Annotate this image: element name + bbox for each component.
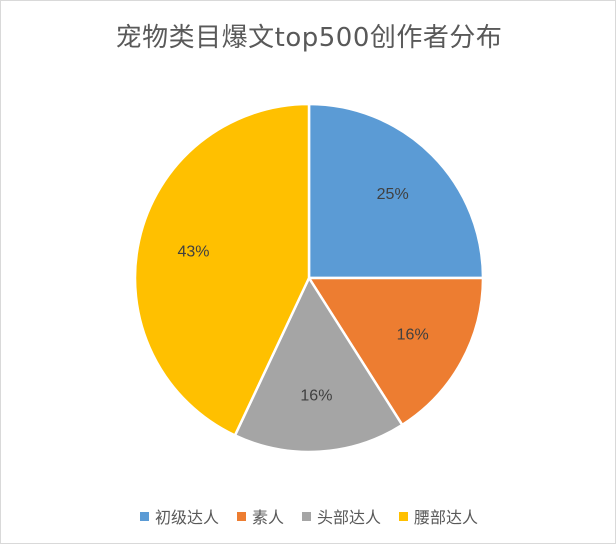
legend-label: 素人: [251, 508, 284, 527]
legend-swatch: [399, 511, 409, 521]
legend-item-4: 腰部达人: [399, 504, 478, 528]
pie-slice-4: [133, 102, 311, 438]
legend-swatch: [139, 511, 149, 521]
legend-item-2: 素人: [236, 504, 284, 528]
pie-slice-2: [306, 276, 485, 427]
data-label-3: 16%: [300, 388, 332, 405]
chart-title: 宠物类目爆文top500创作者分布: [115, 23, 503, 53]
pie-slice-1: [307, 102, 485, 280]
data-label-2: 16%: [397, 327, 429, 344]
legend-swatch: [236, 511, 246, 521]
pie-slice-3: [233, 275, 404, 454]
legend-item-3: 头部达人: [302, 504, 381, 528]
data-label-1: 25%: [377, 186, 409, 203]
chart-legend: 初级达人 素人 头部达人 腰部达人: [1, 504, 616, 528]
data-label-4: 43%: [178, 244, 210, 261]
legend-swatch: [302, 511, 311, 521]
legend-label: 初级达人: [154, 508, 219, 527]
legend-item-1: 初级达人: [139, 504, 219, 528]
legend-label: 头部达人: [317, 508, 382, 527]
legend-label: 腰部达人: [414, 508, 479, 527]
